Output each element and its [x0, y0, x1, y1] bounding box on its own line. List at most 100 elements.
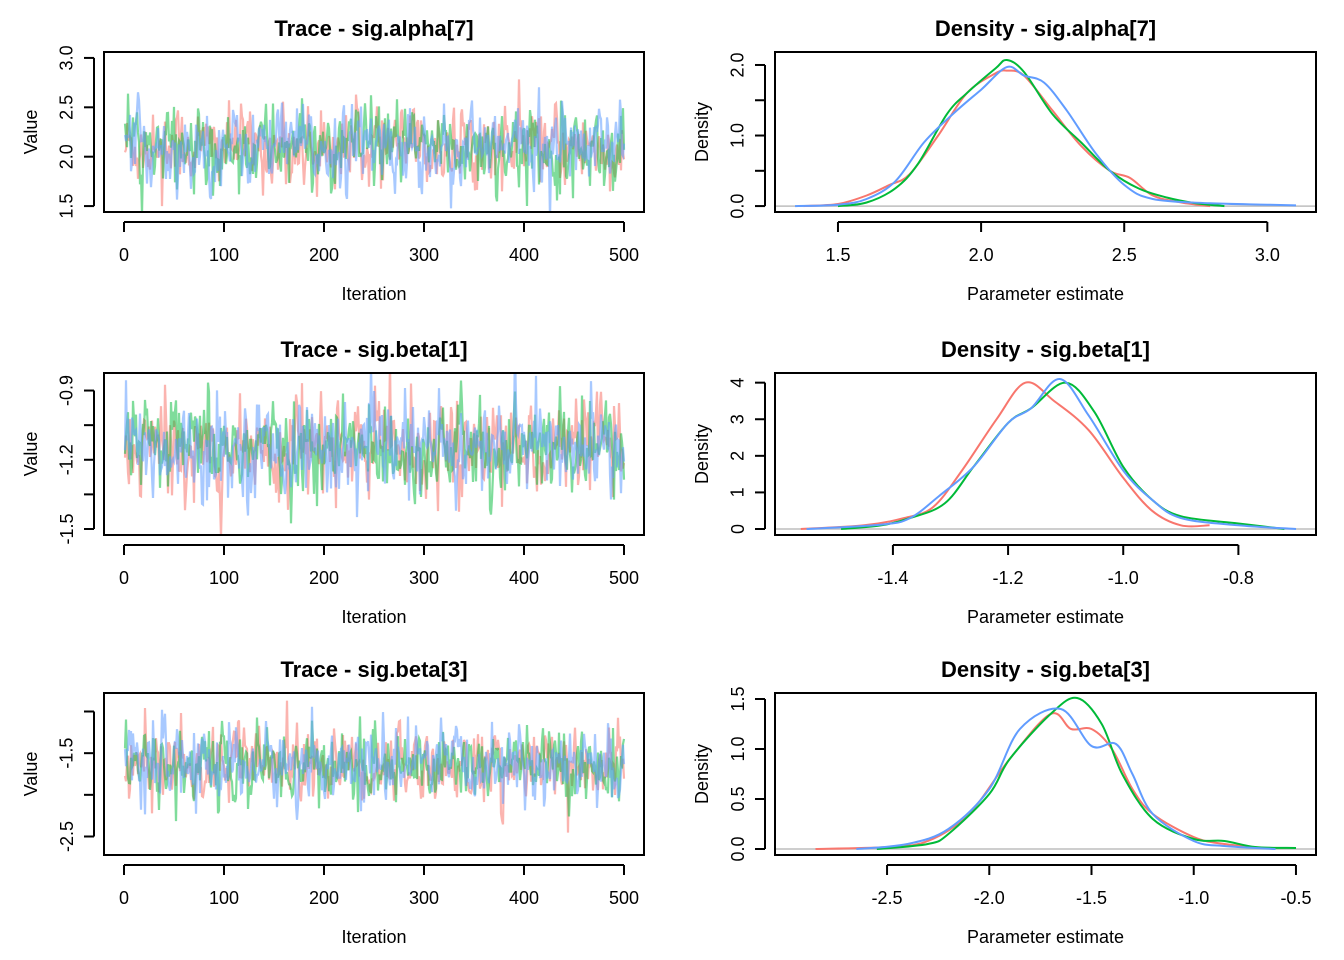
trace-line-chain-3	[123, 87, 626, 212]
x-tick-label: 500	[609, 888, 639, 908]
plot-area	[775, 378, 1316, 530]
y-tick-label: 1.5	[57, 194, 77, 219]
y-tick-label: 3.0	[57, 45, 77, 70]
x-tick-label: 0	[119, 568, 129, 588]
panel-trace-2: Trace - sig.beta[1] 0 100 200 300 400 500 Itera…	[21, 337, 645, 627]
y-tick-label: 1.5	[728, 686, 748, 711]
y-axis: 1.5 2.0 2.5 3.0 Value	[21, 45, 95, 219]
x-tick-label: 1.5	[825, 245, 850, 265]
plot-frame	[774, 372, 1317, 536]
x-tick-label: 300	[409, 568, 439, 588]
y-tick-label: 1.0	[728, 123, 748, 148]
y-axis: 0 1 2 3 4 Density	[692, 378, 766, 534]
x-tick-label: -1.2	[993, 568, 1024, 588]
trace-line-chain-3	[123, 373, 626, 518]
y-tick-label: 1	[728, 487, 748, 497]
y-axis: 0.0 1.0 2.0 Density	[692, 52, 766, 219]
density-line-chain-3	[856, 707, 1276, 850]
x-axis-label: Iteration	[341, 607, 406, 627]
x-tick-label: -1.0	[1108, 568, 1139, 588]
x-tick-label: 500	[609, 568, 639, 588]
x-tick-label: 200	[309, 888, 339, 908]
y-tick-label: 2.0	[728, 52, 748, 77]
x-tick-label: -1.0	[1178, 888, 1209, 908]
trace-line-chain-3	[123, 706, 626, 820]
chart-title: Density - sig.beta[1]	[941, 337, 1150, 362]
x-axis: 0 100 200 300 400 500 Iteration	[119, 864, 639, 947]
y-tick-label: 0.0	[728, 194, 748, 219]
density-line-chain-3	[794, 65, 1297, 208]
chart-title: Trace - sig.beta[1]	[280, 337, 467, 362]
panel-trace-4: Trace - sig.beta[3] 0 100 200 300 400 500 Itera…	[21, 657, 645, 947]
y-axis-label: Value	[21, 752, 41, 797]
x-tick-label: 100	[209, 888, 239, 908]
plot-area	[123, 700, 626, 833]
trace-line-chain-2	[123, 380, 626, 524]
x-axis-label: Parameter estimate	[967, 284, 1124, 304]
y-axis-label: Value	[21, 432, 41, 477]
panel-density-1: Density - sig.alpha[7] 1.5 2.0 2.5 3.0 Parame…	[692, 16, 1317, 304]
x-axis-label: Parameter estimate	[967, 927, 1124, 947]
y-tick-label: 1.0	[728, 736, 748, 761]
chart-title: Density - sig.beta[3]	[941, 657, 1150, 682]
x-tick-label: -0.5	[1280, 888, 1311, 908]
x-tick-label: 300	[409, 888, 439, 908]
density-line-chain-2	[841, 381, 1285, 530]
x-tick-label: 500	[609, 245, 639, 265]
x-axis: 0 100 200 300 400 500 Iteration	[119, 221, 639, 304]
plot-frame	[774, 692, 1317, 856]
x-axis: -1.4 -1.2 -1.0 -0.8 Parameter estimate	[877, 544, 1254, 627]
y-tick-label: 2.5	[57, 95, 77, 120]
density-line-chain-3	[806, 378, 1297, 530]
x-tick-label: 200	[309, 568, 339, 588]
x-tick-label: 200	[309, 245, 339, 265]
x-tick-label: -2.5	[872, 888, 903, 908]
y-axis: -2.5 -1.5 Value	[21, 710, 95, 852]
x-tick-label: -2.0	[974, 888, 1005, 908]
x-tick-label: -1.4	[877, 568, 908, 588]
plot-area	[123, 373, 626, 535]
chart-title: Trace - sig.beta[3]	[280, 657, 467, 682]
y-axis-label: Density	[692, 102, 712, 162]
x-tick-label: -1.5	[1076, 888, 1107, 908]
y-tick-label: -1.5	[57, 738, 77, 769]
x-axis-label: Iteration	[341, 927, 406, 947]
panel-density-5: Density - sig.beta[3] -2.5 -2.0 -1.5 -1.0 -0.…	[692, 657, 1317, 947]
plot-area	[775, 696, 1316, 850]
plot-frame	[103, 51, 645, 213]
x-tick-label: 300	[409, 245, 439, 265]
x-tick-label: 400	[509, 245, 539, 265]
y-axis: 0.0 0.5 1.0 1.5 Density	[692, 686, 766, 862]
x-tick-label: 400	[509, 888, 539, 908]
y-axis-label: Density	[692, 744, 712, 804]
x-tick-label: 100	[209, 568, 239, 588]
y-tick-label: -2.5	[57, 821, 77, 852]
x-axis: 1.5 2.0 2.5 3.0 Parameter estimate	[825, 221, 1280, 304]
panel-density-3: Density - sig.beta[1] -1.4 -1.2 -1.0 -0.8 Par…	[692, 337, 1317, 627]
x-axis: -2.5 -2.0 -1.5 -1.0 -0.5 Parameter estimate	[872, 864, 1311, 947]
y-tick-label: 0.0	[728, 836, 748, 861]
y-tick-label: 4	[728, 378, 748, 388]
y-tick-label: 2.0	[57, 144, 77, 169]
y-axis-label: Value	[21, 110, 41, 155]
density-line-chain-1	[803, 69, 1211, 208]
x-axis-label: Parameter estimate	[967, 607, 1124, 627]
y-tick-label: 2	[728, 451, 748, 461]
y-tick-label: -0.9	[57, 375, 77, 406]
plot-frame	[103, 692, 645, 856]
plot-frame	[774, 51, 1317, 213]
y-tick-label: 3	[728, 414, 748, 424]
x-tick-label: 400	[509, 568, 539, 588]
plot-area	[123, 79, 626, 212]
x-axis: 0 100 200 300 400 500 Iteration	[119, 544, 639, 627]
plot-area	[775, 58, 1316, 208]
plot-frame	[103, 372, 645, 536]
y-tick-label: 0.5	[728, 786, 748, 811]
x-tick-label: 0	[119, 888, 129, 908]
x-tick-label: 0	[119, 245, 129, 265]
y-tick-label: -1.2	[57, 444, 77, 475]
chart-title: Density - sig.alpha[7]	[935, 16, 1156, 41]
y-tick-label: 0	[728, 524, 748, 534]
chart-title: Trace - sig.alpha[7]	[274, 16, 473, 41]
